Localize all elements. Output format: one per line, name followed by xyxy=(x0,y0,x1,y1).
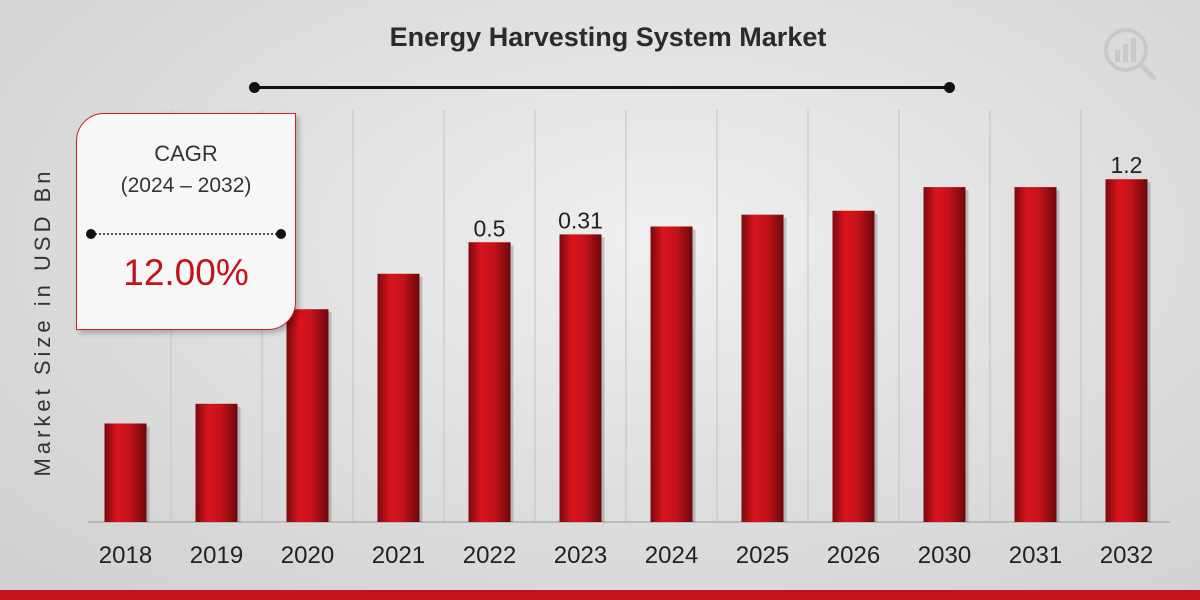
vertical-gridlines xyxy=(170,110,1082,522)
x-tick-2026: 2026 xyxy=(827,542,880,569)
bar-2031 xyxy=(1014,187,1057,522)
data-labels: 0.5 0.31 1.2 xyxy=(474,152,1143,241)
footer-bar xyxy=(0,590,1200,600)
x-tick-2018: 2018 xyxy=(99,542,152,569)
bar-2032 xyxy=(1105,179,1148,522)
cagr-divider xyxy=(86,229,286,239)
cagr-label: CAGR xyxy=(154,141,218,166)
bar-2026 xyxy=(832,210,875,523)
x-tick-2020: 2020 xyxy=(281,542,334,569)
x-tick-2030: 2030 xyxy=(918,542,971,569)
bar-2023 xyxy=(559,234,602,522)
x-tick-2024: 2024 xyxy=(645,542,698,569)
x-tick-2022: 2022 xyxy=(463,542,516,569)
x-tick-2031: 2031 xyxy=(1009,542,1062,569)
chart-title: Energy Harvesting System Market xyxy=(389,22,827,52)
x-tick-2032: 2032 xyxy=(1100,542,1153,569)
cagr-period: (2024 – 2032) xyxy=(120,174,252,197)
data-label-2023: 0.31 xyxy=(558,207,603,233)
x-tick-2019: 2019 xyxy=(190,542,243,569)
cagr-callout: CAGR (2024 – 2032) 12.00% xyxy=(76,113,296,330)
cagr-value: 12.00% xyxy=(123,252,249,293)
bar-2022 xyxy=(468,242,511,522)
x-tick-labels: 2018 2019 2020 2021 2022 2023 2024 2025 2026 2030… xyxy=(99,542,1153,569)
bars xyxy=(104,179,1151,523)
bar-2024 xyxy=(650,226,693,522)
data-label-2032: 1.2 xyxy=(1111,152,1143,178)
bar-2020 xyxy=(286,309,329,522)
bar-2030 xyxy=(923,187,966,522)
bar-2018 xyxy=(104,423,147,522)
data-label-2022: 0.5 xyxy=(474,215,506,241)
x-tick-2023: 2023 xyxy=(554,542,607,569)
x-tick-2025: 2025 xyxy=(736,542,789,569)
bar-2019 xyxy=(195,403,238,522)
x-tick-2021: 2021 xyxy=(372,542,425,569)
bar-chart-magnifier-icon xyxy=(1104,28,1157,81)
bar-2021 xyxy=(377,273,420,522)
bar-2025 xyxy=(741,214,784,522)
title-underline xyxy=(249,82,955,93)
